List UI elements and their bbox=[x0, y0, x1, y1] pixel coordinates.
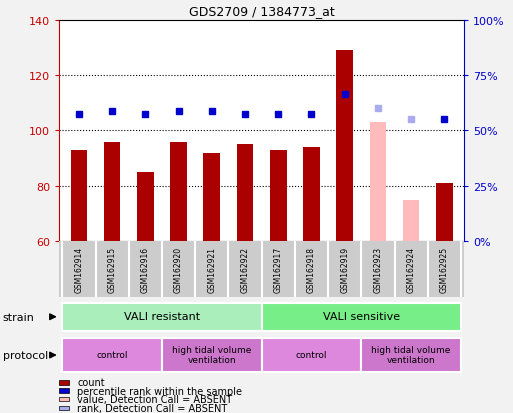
Text: high tidal volume
ventilation: high tidal volume ventilation bbox=[172, 345, 251, 364]
Bar bbox=[62, 303, 262, 331]
Bar bbox=[262, 303, 461, 331]
Text: GSM162922: GSM162922 bbox=[241, 246, 249, 292]
Bar bbox=[59, 406, 69, 410]
Bar bbox=[59, 389, 69, 393]
Bar bbox=[170, 142, 187, 242]
Text: VALI sensitive: VALI sensitive bbox=[323, 311, 400, 321]
Bar bbox=[270, 150, 287, 242]
Bar bbox=[204, 153, 220, 242]
Text: percentile rank within the sample: percentile rank within the sample bbox=[77, 386, 242, 396]
Text: strain: strain bbox=[3, 312, 34, 322]
Text: GSM162925: GSM162925 bbox=[440, 246, 449, 292]
Bar bbox=[337, 51, 353, 242]
Bar bbox=[262, 339, 361, 372]
Bar bbox=[162, 339, 262, 372]
Text: GSM162918: GSM162918 bbox=[307, 246, 316, 292]
Text: GSM162920: GSM162920 bbox=[174, 246, 183, 292]
Text: protocol: protocol bbox=[3, 350, 48, 360]
Bar bbox=[369, 123, 386, 242]
Bar bbox=[236, 145, 253, 242]
Text: control: control bbox=[96, 350, 128, 359]
Text: GSM162919: GSM162919 bbox=[340, 246, 349, 292]
Bar bbox=[71, 150, 87, 242]
Text: count: count bbox=[77, 377, 105, 387]
Text: GSM162916: GSM162916 bbox=[141, 246, 150, 292]
Text: high tidal volume
ventilation: high tidal volume ventilation bbox=[371, 345, 451, 364]
Text: GSM162924: GSM162924 bbox=[407, 246, 416, 292]
Text: rank, Detection Call = ABSENT: rank, Detection Call = ABSENT bbox=[77, 403, 227, 413]
Text: VALI resistant: VALI resistant bbox=[124, 311, 200, 321]
Bar bbox=[137, 173, 154, 242]
Bar bbox=[59, 396, 69, 401]
Bar bbox=[104, 142, 121, 242]
Text: control: control bbox=[295, 350, 327, 359]
Bar bbox=[62, 339, 162, 372]
Text: GSM162921: GSM162921 bbox=[207, 246, 216, 292]
Text: GSM162914: GSM162914 bbox=[74, 246, 84, 292]
Bar bbox=[361, 339, 461, 372]
Bar bbox=[403, 200, 420, 242]
Text: value, Detection Call = ABSENT: value, Detection Call = ABSENT bbox=[77, 394, 232, 404]
Bar bbox=[436, 184, 452, 242]
Text: GSM162917: GSM162917 bbox=[274, 246, 283, 292]
Bar bbox=[303, 148, 320, 242]
Bar bbox=[59, 380, 69, 385]
Text: GSM162923: GSM162923 bbox=[373, 246, 382, 292]
Text: GSM162915: GSM162915 bbox=[108, 246, 116, 292]
Title: GDS2709 / 1384773_at: GDS2709 / 1384773_at bbox=[189, 5, 334, 18]
